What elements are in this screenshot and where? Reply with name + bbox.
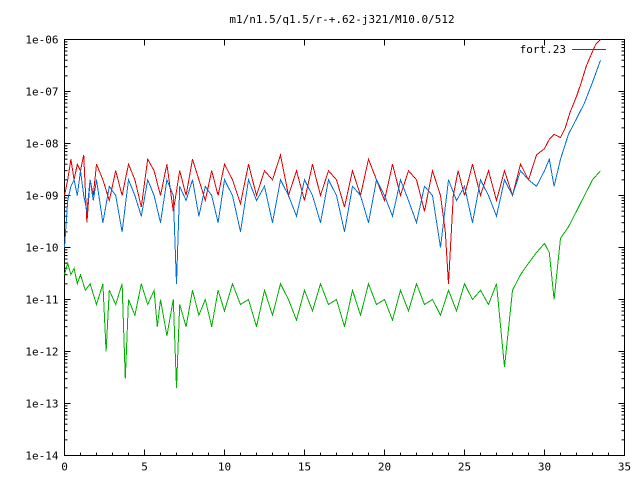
y-tick-label: 1e-10 — [25, 242, 58, 255]
y-axis: 1e-14 1e-13 1e-12 1e-11 1e-10 1e-09 1e-08 1e-07… — [25, 34, 625, 463]
x-tick-label: 25 — [458, 461, 471, 474]
series-line-2 — [64, 170, 601, 388]
x-tick-label: 35 — [618, 461, 631, 474]
legend-label: fort.23 — [520, 43, 566, 56]
series-line-0 — [64, 39, 601, 284]
x-tick-label: 20 — [378, 461, 391, 474]
y-tick-label: 1e-06 — [25, 34, 58, 47]
series-group — [64, 39, 601, 388]
x-tick-label: 5 — [141, 461, 148, 474]
y-tick-label: 1e-11 — [25, 294, 58, 307]
y-tick-label: 1e-14 — [25, 450, 58, 463]
y-tick-label: 1e-13 — [25, 398, 58, 411]
x-tick-label: 0 — [61, 461, 68, 474]
y-tick-label: 1e-12 — [25, 346, 58, 359]
y-tick-label: 1e-08 — [25, 138, 58, 151]
legend: fort.23 — [520, 43, 606, 56]
x-tick-label: 30 — [538, 461, 551, 474]
y-tick-label: 1e-09 — [25, 190, 58, 203]
x-axis: 0 5 10 15 20 25 30 35 — [61, 39, 631, 474]
x-tick-label: 10 — [218, 461, 231, 474]
series-line-1 — [64, 60, 601, 284]
chart-title: m1/n1.5/q1.5/r-+.62-j321/M10.0/512 — [229, 13, 454, 26]
y-tick-label: 1e-07 — [25, 86, 58, 99]
x-tick-label: 15 — [298, 461, 311, 474]
